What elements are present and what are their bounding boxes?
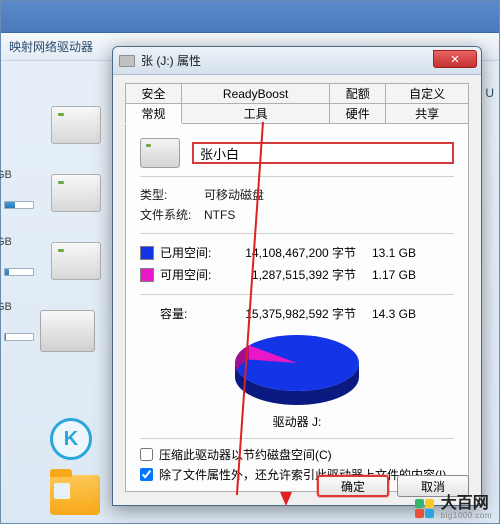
index-checkbox[interactable] xyxy=(140,468,153,481)
used-color-swatch xyxy=(140,246,154,260)
gb-label: GB xyxy=(0,301,12,313)
tab-hardware[interactable]: 硬件 xyxy=(330,104,386,124)
k-app-icon[interactable]: K xyxy=(50,418,92,460)
properties-dialog: 张 (J:) 属性 ✕ 安全 ReadyBoost 配额 自定义 常规 工具 硬… xyxy=(112,46,482,506)
type-value: 可移动磁盘 xyxy=(204,185,264,205)
divider xyxy=(140,438,454,439)
drive-progress xyxy=(4,268,34,276)
close-button[interactable]: ✕ xyxy=(433,50,477,68)
usage-pie-chart xyxy=(222,331,372,409)
tab-tools[interactable]: 工具 xyxy=(181,104,329,124)
tab-customize[interactable]: 自定义 xyxy=(386,84,469,104)
folder-icon[interactable] xyxy=(50,475,100,515)
drive-letter-label: 驱动器 J: xyxy=(140,413,454,430)
tab-readyboost[interactable]: ReadyBoost xyxy=(181,84,329,104)
watermark-name: 大百网 xyxy=(441,496,492,512)
free-label: 可用空间: xyxy=(160,264,220,286)
free-bytes: 1,287,515,392 字节 xyxy=(220,264,356,286)
dialog-body: 安全 ReadyBoost 配额 自定义 常规 工具 硬件 共享 类型:可移动磁… xyxy=(113,75,481,500)
free-color-swatch xyxy=(140,268,154,282)
tab-general[interactable]: 常规 xyxy=(126,104,182,124)
dialog-titlebar[interactable]: 张 (J:) 属性 ✕ xyxy=(113,47,481,75)
watermark-text: 大百网 big1000.com xyxy=(441,496,492,520)
compress-label[interactable]: 压缩此驱动器以节约磁盘空间(C) xyxy=(159,447,332,463)
dialog-buttons: 确定 取消 xyxy=(317,475,469,497)
gb-label: GB xyxy=(0,236,12,248)
drive-icon[interactable] xyxy=(40,310,95,352)
capacity-label: 容量: xyxy=(160,303,220,325)
watermark-url: big1000.com xyxy=(441,512,492,520)
capacity-bytes: 15,375,982,592 字节 xyxy=(220,303,356,325)
drive-icon xyxy=(51,106,101,144)
used-bytes: 14,108,467,200 字节 xyxy=(220,242,356,264)
toolbar-label[interactable]: 映射网络驱动器 xyxy=(9,38,93,55)
drive-progress xyxy=(4,333,34,341)
divider xyxy=(140,233,454,234)
tab-quota[interactable]: 配额 xyxy=(330,84,386,104)
ok-button[interactable]: 确定 xyxy=(317,475,389,497)
pie-chart-wrap xyxy=(140,331,454,409)
disk-icon xyxy=(140,138,180,168)
free-gb: 1.17 GB xyxy=(356,264,416,286)
close-icon: ✕ xyxy=(450,53,459,66)
right-char: U xyxy=(485,86,494,100)
tab-security[interactable]: 安全 xyxy=(126,84,182,104)
used-label: 已用空间: xyxy=(160,242,220,264)
dialog-title: 张 (J:) 属性 xyxy=(141,52,201,69)
drive-icon xyxy=(51,242,101,280)
watermark-logo xyxy=(415,498,435,518)
cancel-button[interactable]: 取消 xyxy=(397,475,469,497)
drive-icon xyxy=(51,174,101,212)
tab-strip: 安全 ReadyBoost 配额 自定义 常规 工具 硬件 共享 xyxy=(125,83,469,124)
drive-icon xyxy=(119,55,135,67)
capacity-gb: 14.3 GB xyxy=(356,303,416,325)
type-label: 类型: xyxy=(140,185,204,205)
tab-sharing[interactable]: 共享 xyxy=(386,104,469,124)
divider xyxy=(140,176,454,177)
gb-label: GB xyxy=(0,169,12,181)
volume-name-input[interactable] xyxy=(192,142,454,164)
watermark: 大百网 big1000.com xyxy=(415,496,492,520)
fs-label: 文件系统: xyxy=(140,205,204,225)
compress-checkbox[interactable] xyxy=(140,448,153,461)
fs-value: NTFS xyxy=(204,205,235,225)
divider xyxy=(140,294,454,295)
drive-progress xyxy=(4,201,34,209)
explorer-titlebar xyxy=(1,1,499,33)
used-gb: 13.1 GB xyxy=(356,242,416,264)
tab-panel-general: 类型:可移动磁盘 文件系统:NTFS 已用空间: 14,108,467,200 … xyxy=(125,124,469,492)
